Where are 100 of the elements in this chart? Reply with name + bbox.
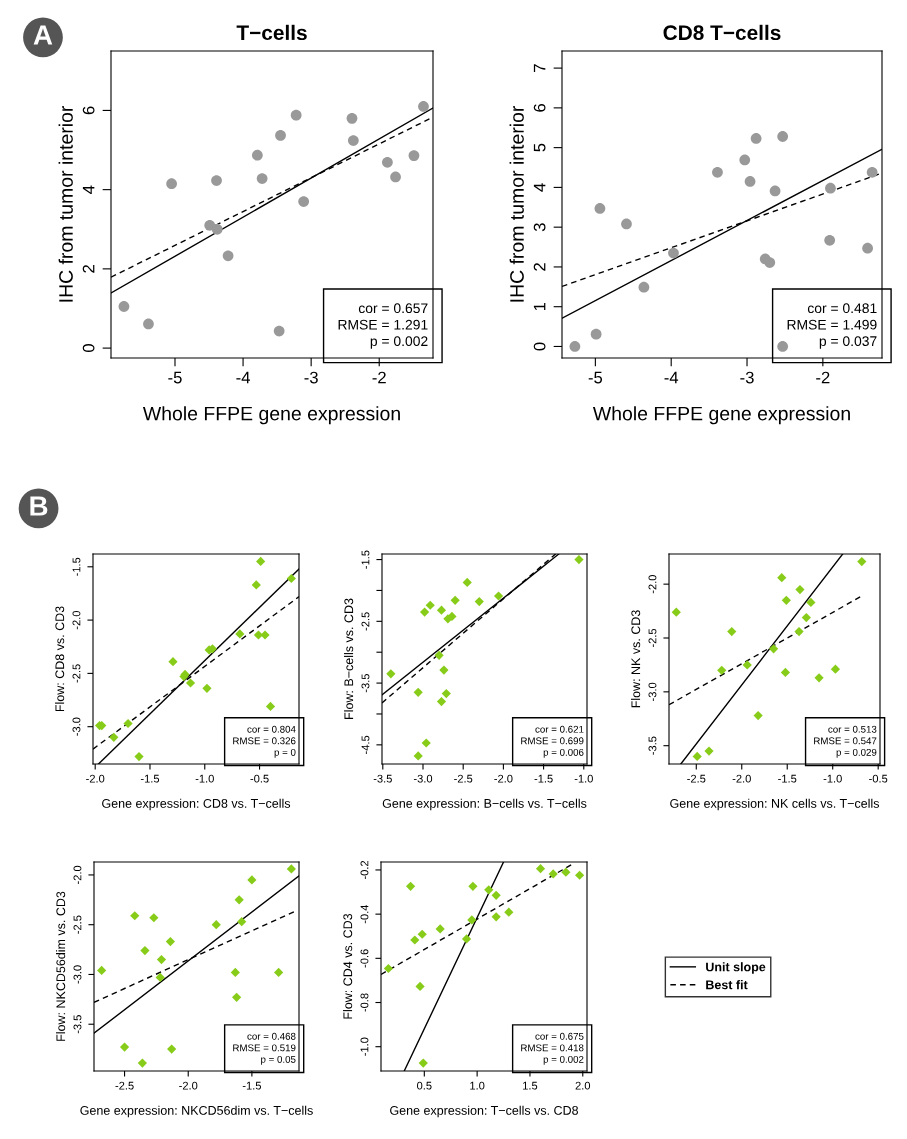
- point: [777, 573, 787, 583]
- y-tick-label: 0: [82, 344, 95, 353]
- point: [621, 218, 632, 230]
- point: [569, 341, 581, 352]
- x-tick-label: -1.0: [574, 774, 593, 783]
- point: [222, 250, 234, 262]
- point: [436, 605, 447, 615]
- y-tick-label: -0.8: [360, 993, 369, 1012]
- point: [140, 945, 150, 956]
- y-tick-label: -3.5: [361, 673, 370, 693]
- point: [290, 109, 302, 121]
- x-tick-label: -2.5: [115, 1081, 134, 1090]
- point: [149, 913, 159, 923]
- y-tick-label: 2: [82, 265, 95, 273]
- x-tick-label: -2.0: [732, 774, 751, 783]
- point: [418, 101, 429, 112]
- point: [806, 597, 816, 608]
- point: [769, 185, 781, 197]
- point: [286, 573, 296, 584]
- point: [830, 664, 841, 674]
- annotation: cor = 0.675 RMSE = 0.418 p = 0.002: [521, 1032, 584, 1065]
- point: [857, 556, 867, 567]
- point: [265, 701, 276, 712]
- x-tick-label: -2: [816, 371, 830, 384]
- point: [382, 156, 393, 168]
- chart-title: T−cells: [236, 24, 307, 41]
- point: [493, 591, 504, 601]
- point: [866, 166, 878, 178]
- point: [134, 751, 144, 762]
- point: [123, 718, 133, 729]
- point: [390, 171, 401, 183]
- point: [704, 746, 714, 756]
- point: [491, 890, 501, 900]
- x-tick-label: -3: [304, 371, 318, 384]
- annotation: cor = 0.621 RMSE = 0.699 p = 0.006: [521, 725, 584, 758]
- x-tick-label: -1.5: [778, 774, 797, 783]
- y-tick-label: 6: [533, 103, 546, 112]
- x-tick-label: -3.0: [413, 774, 433, 783]
- point: [260, 630, 270, 640]
- x-tick-label: -3: [740, 371, 754, 384]
- point: [143, 318, 154, 330]
- point: [418, 1058, 428, 1068]
- y-tick-label: -1.5: [361, 550, 370, 569]
- point: [251, 149, 263, 161]
- y-tick-label: 2: [533, 263, 546, 271]
- x-axis-title: Gene expression: NKCD56dim vs. T−cells: [80, 1105, 313, 1118]
- x-axis-title: Gene expression: B−cells vs. T−cells: [382, 798, 587, 811]
- y-tick-label: -1.0: [360, 1037, 369, 1056]
- point: [168, 657, 178, 667]
- x-tick-label: 1.0: [470, 1081, 485, 1090]
- chart-title: CD8 T−cells: [663, 24, 781, 41]
- annotation: cor = 0.468 RMSE = 0.519 p = 0.05: [233, 1032, 296, 1065]
- x-tick-label: -4: [664, 371, 679, 384]
- point: [434, 650, 444, 660]
- y-tick-label: -2.5: [72, 664, 81, 683]
- x-tick-label: 0.5: [417, 1081, 432, 1090]
- point: [383, 963, 393, 974]
- point: [777, 341, 789, 352]
- y-tick-label: -3.0: [648, 682, 657, 701]
- x-tick-label: -2.5: [687, 774, 706, 783]
- point: [97, 965, 107, 976]
- point: [273, 325, 285, 337]
- point: [491, 912, 501, 922]
- annotation: cor = 0.481 RMSE = 1.499 p = 0.037: [787, 303, 877, 349]
- y-tick-label: -2.0: [73, 865, 82, 885]
- y-tick-label: -2.5: [73, 915, 82, 934]
- point: [462, 577, 472, 588]
- y-tick-label: 1: [533, 302, 546, 311]
- point: [137, 1058, 147, 1068]
- point: [692, 751, 702, 762]
- point: [130, 911, 140, 921]
- x-tick-label: -1.5: [140, 774, 160, 783]
- point: [274, 967, 284, 978]
- point: [166, 178, 177, 190]
- point: [777, 131, 789, 142]
- point: [801, 612, 811, 623]
- y-tick-label: -2.5: [648, 628, 657, 648]
- point: [575, 870, 585, 880]
- y-tick-label: -0.4: [360, 904, 369, 924]
- legend-label: Unit slope: [706, 962, 766, 974]
- point: [413, 687, 423, 697]
- point: [795, 584, 805, 595]
- y-axis-title: Flow: CD4 vs. CD3: [343, 913, 353, 1019]
- point: [461, 934, 472, 944]
- x-tick-label: 1.5: [523, 1081, 538, 1090]
- point: [232, 992, 242, 1002]
- x-axis-title: Whole FFPE gene expression: [142, 406, 400, 425]
- point: [420, 607, 430, 617]
- point: [744, 176, 756, 187]
- point: [447, 611, 457, 621]
- point: [594, 203, 606, 214]
- y-axis-title: Flow: CD8 vs. CD3: [55, 606, 65, 712]
- x-axis-title: Gene expression: T−cells vs. CD8: [390, 1105, 579, 1118]
- point: [441, 688, 451, 699]
- point: [405, 881, 416, 891]
- annotation: cor = 0.657 RMSE = 1.291 p = 0.002: [338, 303, 428, 349]
- y-axis-title: Flow: NK vs. CD3: [631, 610, 641, 708]
- point: [410, 935, 420, 945]
- point: [167, 1044, 177, 1054]
- point: [165, 937, 175, 947]
